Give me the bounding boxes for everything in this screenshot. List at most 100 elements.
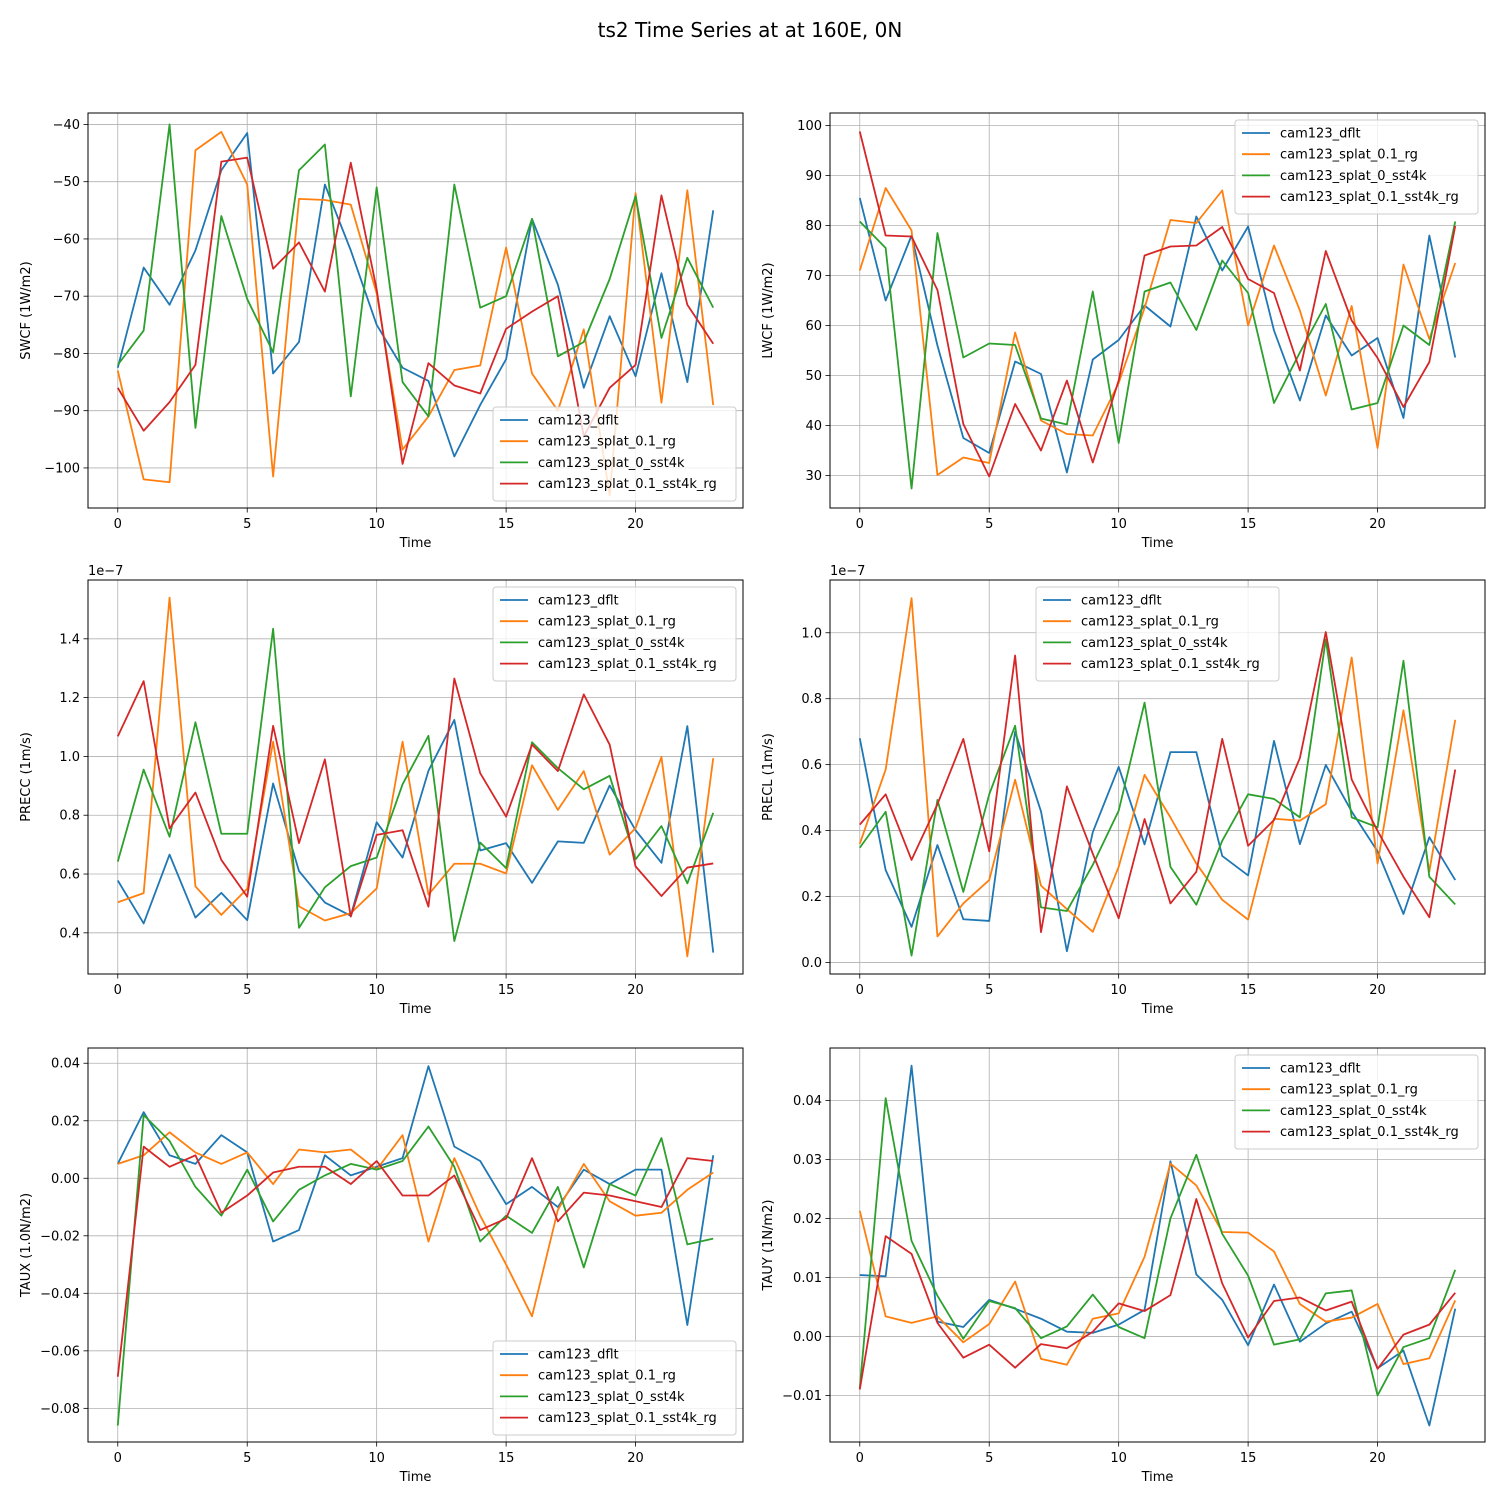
chart3-xtick-label-3: 15 [498, 983, 515, 998]
chart6-xlabel: Time [1141, 1470, 1174, 1485]
chart2-axes: 0 5 10 15 20 30 40 50 60 70 80 90 100 Time LWCF (1W/m2… [761, 112, 1486, 551]
chart1-ytick-label-4: −60 [53, 232, 80, 247]
chart6-ytick-label-3: 0.02 [793, 1212, 822, 1227]
chart5-ytick-label-0: −0.08 [40, 1402, 80, 1417]
chart4-axes: 0 5 10 15 20 0.0 0.2 0.4 0.6 0.8 1.0 Time PRECL (1m/… [761, 564, 1486, 1017]
chart4-legend-label-2: cam123_splat_0_sst4k [1081, 636, 1228, 651]
chart6-legend-label-3: cam123_splat_0.1_sst4k_rg [1280, 1125, 1459, 1140]
chart3-ylabel: PRECC (1m/s) [19, 732, 34, 822]
chart5-xtick-label-4: 20 [627, 1451, 644, 1466]
chart5-legend-label-1: cam123_splat_0.1_rg [538, 1369, 676, 1384]
chart4-ytick-label-2: 0.4 [801, 824, 822, 839]
chart6-legend-label-2: cam123_splat_0_sst4k [1280, 1104, 1427, 1119]
chart2-ytick-label-4: 70 [805, 269, 822, 284]
chart1-ytick-label-0: −100 [44, 461, 80, 476]
chart5-ytick-label-3: −0.02 [40, 1229, 80, 1244]
chart3-frame [87, 579, 744, 975]
chart5-legend-label-0: cam123_dflt [538, 1348, 619, 1363]
chart4-legend-label-0: cam123_dflt [1081, 594, 1162, 609]
chart2-ytick-label-7: 100 [797, 119, 822, 134]
figure-title: ts2 Time Series at at 160E, 0N [598, 18, 903, 42]
chart1-ytick-label-5: −50 [53, 175, 80, 190]
chart5-series-line-3 [116, 1145, 714, 1377]
chart4-ytick-label-3: 0.6 [801, 758, 822, 773]
chart6-ytick-label-0: −0.01 [782, 1389, 822, 1404]
chart5-ytick-label-6: 0.04 [51, 1057, 80, 1072]
chart2-series-line-2 [859, 220, 1457, 490]
chart1-ytick-label-6: −40 [53, 118, 80, 133]
chart3-ytick-label-5: 1.4 [59, 632, 80, 647]
chart1-frame [87, 112, 744, 509]
chart1-series-line-3 [116, 156, 714, 465]
chart1-ytick-label-3: −70 [53, 290, 80, 305]
chart6-frame [829, 1047, 1486, 1443]
chart4-xlabel: Time [1141, 1002, 1174, 1017]
chart2-series-line-3 [858, 131, 1457, 478]
chart5-ytick-label-2: −0.04 [40, 1287, 80, 1302]
chart3-legend-label-0: cam123_dflt [538, 594, 619, 609]
chart3-ytick-label-4: 1.2 [59, 691, 80, 706]
chart1-ytick-label-2: −80 [53, 347, 80, 362]
chart3-ytick-label-3: 1.0 [59, 750, 80, 765]
chart2-xtick-label-3: 15 [1240, 517, 1257, 532]
chart5-xtick-label-1: 5 [243, 1451, 251, 1466]
chart6-legend-box [1234, 1054, 1479, 1150]
chart3-ytick-label-2: 0.8 [59, 809, 80, 824]
chart5-ytick-label-1: −0.06 [40, 1344, 80, 1359]
chart1-xlabel: Time [399, 536, 432, 551]
chart1-legend-label-0: cam123_dflt [538, 414, 619, 429]
chart5-ylabel: TAUX (1.0N/m2) [19, 1193, 34, 1298]
chart1-legend-label-1: cam123_splat_0.1_rg [538, 435, 676, 450]
chart6-xtick-label-1: 5 [985, 1451, 993, 1466]
chart4-ytick-label-5: 1.0 [801, 626, 822, 641]
chart3-legend-label-1: cam123_splat_0.1_rg [538, 615, 676, 630]
chart4-legend-label-1: cam123_splat_0.1_rg [1081, 615, 1219, 630]
chart6-series-line-2 [858, 1097, 1457, 1397]
chart5-frame [87, 1047, 744, 1443]
chart1-legend: cam123_dflt cam123_splat_0.1_rg cam123_spl… [492, 406, 737, 502]
chart5-xlabel: Time [399, 1470, 432, 1485]
chart6-ytick-label-5: 0.04 [793, 1094, 822, 1109]
chart2-xtick-label-2: 10 [1110, 517, 1127, 532]
chart6-xtick-label-0: 0 [856, 1451, 864, 1466]
chart1-series-line-0 [116, 132, 715, 458]
chart1-axes: 0 5 10 15 20 −100 −90 −80 −70 −60 −50 −40 Time SWCF (… [19, 112, 744, 551]
chart3-legend-label-3: cam123_splat_0.1_sst4k_rg [538, 657, 717, 672]
chart4-legend-label-3: cam123_splat_0.1_sst4k_rg [1081, 657, 1260, 672]
chart1-series-line-2 [117, 123, 715, 429]
chart2-ytick-label-6: 90 [805, 169, 822, 184]
chart6-xtick-label-4: 20 [1369, 1451, 1386, 1466]
chart5-series-line-2 [116, 1114, 714, 1426]
chart3-xtick-label-1: 5 [243, 983, 251, 998]
chart2-ytick-label-5: 80 [805, 219, 822, 234]
chart2-ytick-label-3: 60 [805, 319, 822, 334]
chart5-series-line-0 [116, 1065, 715, 1326]
chart1-xtick-label-1: 5 [243, 517, 251, 532]
chart4-xtick-label-4: 20 [1369, 983, 1386, 998]
chart6-axes: 0 5 10 15 20 −0.01 0.00 0.01 0.02 0.03 0.04 Time TAU… [761, 1047, 1486, 1485]
chart1-legend-label-3: cam123_splat_0.1_sst4k_rg [538, 477, 717, 492]
chart3-offset-text: 1e−7 [88, 564, 123, 579]
chart6-legend-label-0: cam123_dflt [1280, 1062, 1361, 1077]
chart5-legend: cam123_dflt cam123_splat_0.1_rg cam123_spl… [492, 1340, 737, 1436]
chart1-xtick-label-0: 0 [114, 517, 122, 532]
chart6-ylabel: TAUY (1N/m2) [761, 1200, 776, 1292]
chart3-axes: 0 5 10 15 20 0.4 0.6 0.8 1.0 1.2 1.4 Time PRECC (1m/… [19, 564, 744, 1017]
chart6-ytick-label-2: 0.01 [793, 1271, 822, 1286]
chart4-legend-box [1035, 586, 1280, 682]
chart3-xlabel: Time [399, 1002, 432, 1017]
chart1-legend-label-2: cam123_splat_0_sst4k [538, 456, 685, 471]
chart2-legend-box [1234, 119, 1479, 215]
chart3-ytick-label-1: 0.6 [59, 868, 80, 883]
chart5-series-line-1 [117, 1131, 714, 1318]
chart6-legend-label-1: cam123_splat_0.1_rg [1280, 1083, 1418, 1098]
chart2-legend-label-0: cam123_dflt [1280, 127, 1361, 142]
chart2-xtick-label-1: 5 [985, 517, 993, 532]
chart2-series-line-1 [858, 187, 1457, 476]
chart6-ytick-label-1: 0.00 [793, 1330, 822, 1345]
chart5-legend-label-2: cam123_splat_0_sst4k [538, 1390, 685, 1405]
chart6-series-line-0 [859, 1064, 1457, 1427]
chart4-frame [829, 579, 1486, 975]
chart3-legend-box [492, 586, 737, 682]
